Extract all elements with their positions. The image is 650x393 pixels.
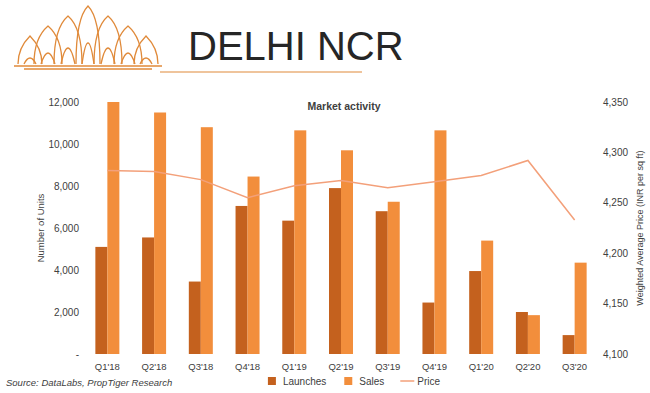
y2-tick-label: 4,150 <box>603 298 628 309</box>
price-line <box>107 160 574 219</box>
y-axis-title: Number of Units <box>35 193 46 262</box>
header-rule <box>160 71 362 72</box>
y-tick-label: 10,000 <box>48 139 79 150</box>
bar <box>329 188 341 354</box>
x-tick-label: Q3'19 <box>375 361 400 372</box>
lotus-petal-inner <box>82 43 94 64</box>
x-tick-label: Q4'19 <box>422 361 447 372</box>
x-tick-label: Q2'18 <box>142 361 167 372</box>
y-tick-label: 12,000 <box>48 97 79 108</box>
bar <box>189 282 201 354</box>
legend-item: Price <box>400 376 440 387</box>
lotus-petal-inner <box>121 53 135 64</box>
plot-area <box>95 102 586 354</box>
bar <box>154 113 166 355</box>
lotus-icon <box>14 6 162 69</box>
lotus-petal-inner <box>41 53 55 64</box>
bar <box>469 271 481 354</box>
bar <box>434 130 446 354</box>
x-tick-label: Q3'18 <box>188 361 213 372</box>
legend-label: Launches <box>283 376 326 387</box>
y-tick-label: 2,000 <box>54 307 79 318</box>
lotus-petal <box>76 6 100 64</box>
lotus-petal-inner <box>101 48 115 64</box>
lotus-petal <box>114 26 142 64</box>
bar <box>528 315 540 354</box>
bar <box>481 241 493 354</box>
lotus-base <box>24 68 152 69</box>
bar <box>422 303 434 354</box>
bar <box>201 127 213 354</box>
lotus-petal <box>134 36 158 64</box>
y2-tick-label: 4,200 <box>603 248 628 259</box>
legend-swatch <box>400 380 414 382</box>
bar <box>107 102 119 354</box>
lotus-petal-inner <box>24 58 36 64</box>
bar <box>388 202 400 354</box>
lotus-petal <box>18 36 42 64</box>
y2-axis-title: Weighted Average Price (INR per sq ft) <box>635 150 645 305</box>
legend: Launches Sales Price <box>268 376 441 387</box>
x-tick-label: Q2'20 <box>515 361 540 372</box>
y-tick-label: 8,000 <box>54 181 79 192</box>
bar <box>142 237 154 354</box>
y-tick-label: 6,000 <box>54 223 79 234</box>
lotus-petal-inner <box>61 48 75 64</box>
legend-item: Sales <box>344 376 384 387</box>
legend-item: Launches <box>268 376 326 387</box>
legend-swatch <box>344 377 352 385</box>
lotus-base <box>14 65 162 66</box>
y2-tick-label: 4,100 <box>603 349 628 360</box>
lotus-petal <box>34 26 62 64</box>
bar <box>248 177 260 354</box>
y2-tick-label: 4,250 <box>603 197 628 208</box>
x-tick-label: Q1'19 <box>282 361 307 372</box>
y2-tick-label: 4,350 <box>603 97 628 108</box>
y-tick-label: 4,000 <box>54 265 79 276</box>
bar <box>282 221 294 354</box>
bar <box>236 206 248 354</box>
chart-title: Market activity <box>308 100 381 112</box>
x-tick-label: Q1'18 <box>95 361 120 372</box>
chart: DELHI NCR - 2,000 4,000 6,000 8,000 10,000 12,0… <box>0 0 650 393</box>
bar <box>95 247 107 354</box>
lotus-petal-inner <box>140 58 152 64</box>
bar <box>376 211 388 354</box>
source-note: Source: DataLabs, PropTiger Research <box>6 377 172 388</box>
bar <box>563 335 575 354</box>
x-tick-label: Q1'20 <box>469 361 494 372</box>
legend-swatch <box>268 377 276 385</box>
x-tick-label: Q3'20 <box>562 361 587 372</box>
legend-label: Price <box>417 376 440 387</box>
bar <box>294 130 306 354</box>
legend-label: Sales <box>359 376 384 387</box>
bar <box>516 312 528 354</box>
y2-tick-label: 4,300 <box>603 147 628 158</box>
bar <box>575 263 587 354</box>
header-title: DELHI NCR <box>188 24 404 68</box>
x-tick-label: Q4'18 <box>235 361 260 372</box>
x-tick-label: Q2'19 <box>328 361 353 372</box>
y-tick-label: - <box>76 349 79 360</box>
